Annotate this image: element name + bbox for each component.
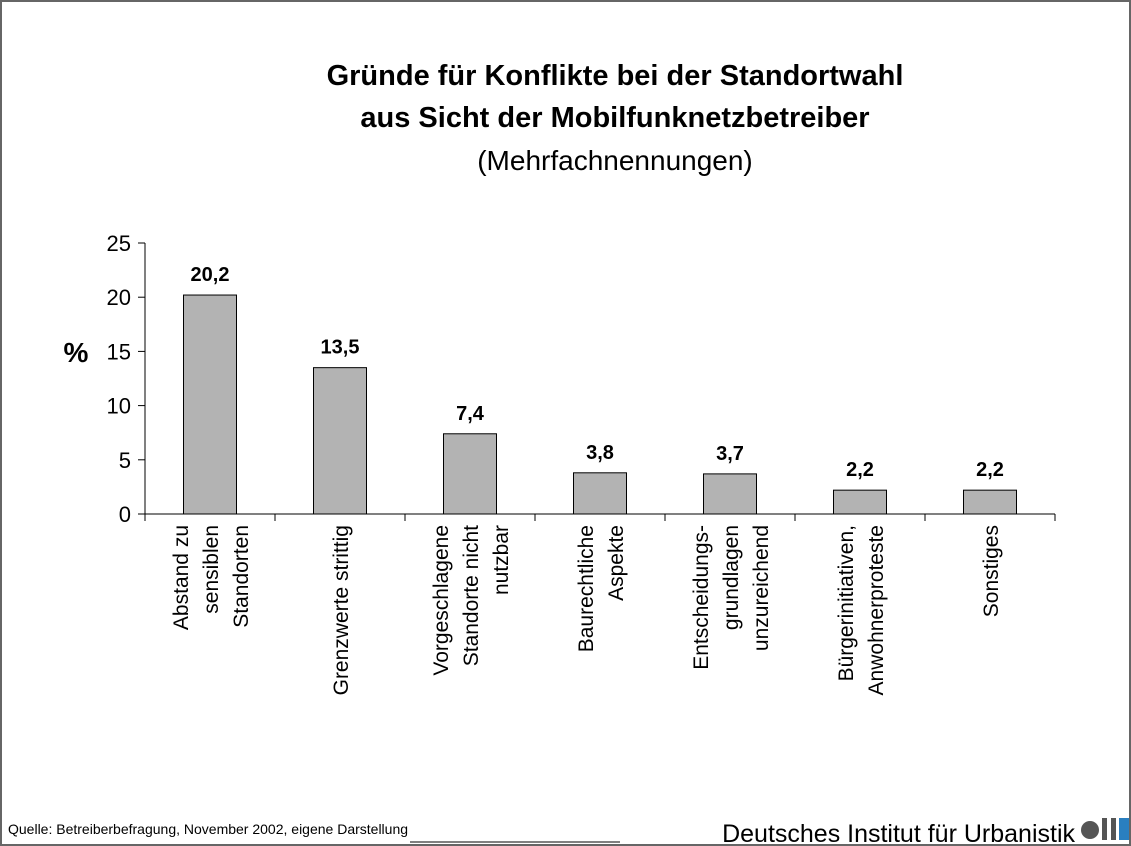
logo bbox=[1081, 818, 1129, 840]
data-label: 2,2 bbox=[846, 459, 874, 481]
y-tick-label: 10 bbox=[107, 394, 131, 419]
x-tick-label: Abstand zu sensiblen Standorten bbox=[170, 525, 253, 630]
data-label: 20,2 bbox=[191, 264, 230, 286]
y-tick-label: 25 bbox=[107, 231, 131, 256]
x-tick-label: Vorgeschlagene Standorte nicht nutzbar bbox=[430, 525, 513, 676]
y-tick-label: 20 bbox=[107, 285, 131, 310]
y-tick-label: 0 bbox=[119, 502, 131, 527]
x-tick-label: Sonstiges bbox=[980, 525, 1003, 617]
publisher: Deutsches Institut für Urbanistik bbox=[722, 820, 1075, 846]
y-axis-label: % bbox=[64, 337, 89, 368]
bar bbox=[183, 294, 237, 515]
x-tick-label: Baurechtliche Aspekte bbox=[575, 525, 628, 652]
data-label: 3,7 bbox=[716, 443, 744, 465]
x-tick-label-group: Abstand zu sensiblen Standorten bbox=[170, 525, 253, 630]
y-tick-label: 5 bbox=[119, 448, 131, 473]
data-label: 2,2 bbox=[976, 459, 1004, 481]
x-tick-label: Bürgerinitiativen, Anwohnerproteste bbox=[835, 525, 888, 695]
chart-title: Gründe für Konflikte bei der Standortwah… bbox=[327, 60, 904, 92]
data-label: 13,5 bbox=[321, 337, 360, 359]
source-note: Quelle: Betreiberbefragung, November 200… bbox=[8, 821, 408, 837]
chart-title-line2: aus Sicht der Mobilfunknetzbetreiber bbox=[360, 102, 869, 134]
x-tick-label-group: Baurechtliche Aspekte bbox=[575, 525, 628, 652]
chart-subtitle: (Mehrfachnennungen) bbox=[477, 145, 753, 176]
x-tick-label-group: Vorgeschlagene Standorte nicht nutzbar bbox=[430, 525, 513, 676]
x-tick-label-group: Bürgerinitiativen, Anwohnerproteste bbox=[835, 525, 888, 695]
x-tick-label: Entscheidungs-grundlagen unzureichend bbox=[690, 525, 773, 670]
bar bbox=[703, 473, 757, 515]
y-tick-label: 15 bbox=[107, 339, 131, 364]
data-label: 7,4 bbox=[456, 403, 485, 425]
bar bbox=[443, 433, 497, 515]
x-tick-label-group: Grenzwerte strittig bbox=[330, 525, 353, 695]
data-label: 3,8 bbox=[586, 442, 614, 464]
x-tick-label: Grenzwerte strittig bbox=[330, 525, 353, 695]
bar bbox=[313, 367, 367, 515]
x-tick-label-group: Entscheidungs-grundlagen unzureichend bbox=[690, 525, 773, 670]
bar bbox=[833, 489, 887, 515]
x-tick-label-group: Sonstiges bbox=[980, 525, 1003, 617]
bar bbox=[963, 489, 1017, 515]
bar bbox=[573, 472, 627, 515]
